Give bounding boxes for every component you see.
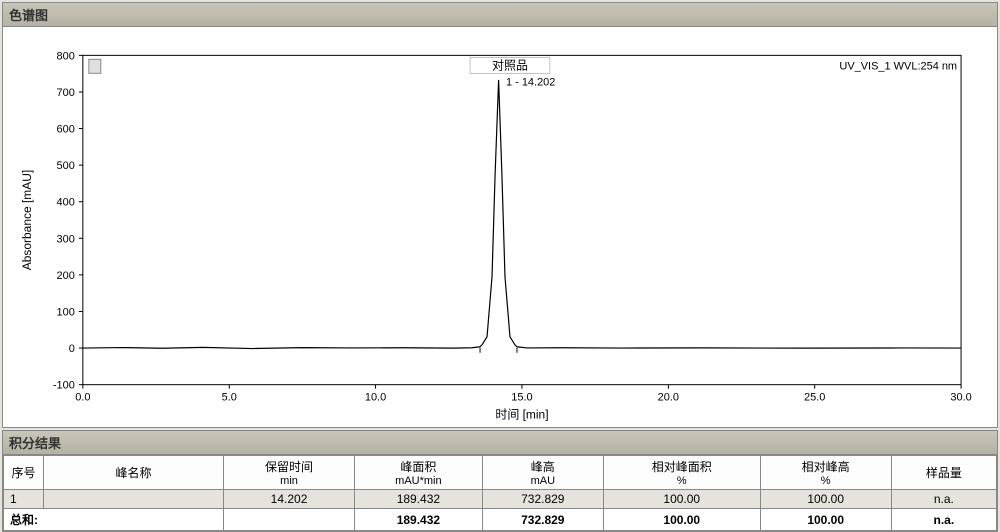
col-relarea: 相对峰面积% [603, 456, 760, 490]
cell-idx: 1 [4, 490, 44, 509]
cell-name [44, 490, 224, 509]
total-label: 总和: [4, 509, 224, 531]
results-title: 积分结果 [3, 431, 997, 455]
overlay-legend-icon [89, 59, 101, 73]
col-height: 峰高mAU [482, 456, 603, 490]
ytick-300: 300 [57, 233, 75, 245]
col-idx: 序号 [4, 456, 44, 490]
x-axis-ticks: 0.0 5.0 10.0 15.0 20.0 25.0 30.0 [75, 385, 972, 404]
ytick-400: 400 [57, 197, 75, 209]
xtick-30: 30.0 [950, 392, 971, 404]
table-total-row: 总和: 189.432 732.829 100.00 100.00 n.a. [4, 509, 997, 531]
chromatogram-panel: 色谱图 -100 0 100 200 300 [2, 2, 998, 428]
chromatogram-chart: -100 0 100 200 300 400 500 600 7 [3, 27, 997, 427]
total-relarea: 100.00 [603, 509, 760, 531]
chart-top-title: 对照品 [492, 58, 528, 72]
chromatogram-svg: -100 0 100 200 300 400 500 600 7 [3, 27, 997, 427]
xtick-10: 10.0 [365, 392, 386, 404]
results-table: 序号 峰名称 保留时间min 峰面积mAU*min 峰高mAU 相对峰面积% 相… [3, 455, 997, 531]
total-area: 189.432 [355, 509, 483, 531]
y-axis-label: Absorbance [mAU] [20, 170, 34, 270]
ytick-100: 100 [57, 307, 75, 319]
y-axis-ticks: -100 0 100 200 300 400 500 600 7 [53, 50, 83, 391]
ytick-700: 700 [57, 87, 75, 99]
col-rt: 保留时间min [224, 456, 355, 490]
peak-label-1: 1 - 14.202 [506, 76, 555, 88]
col-relheight: 相对峰高% [760, 456, 891, 490]
cell-height: 732.829 [482, 490, 603, 509]
chromatogram-title: 色谱图 [3, 3, 997, 27]
table-row[interactable]: 1 14.202 189.432 732.829 100.00 100.00 n… [4, 490, 997, 509]
total-amount: n.a. [891, 509, 996, 531]
total-height: 732.829 [482, 509, 603, 531]
ytick-n100: -100 [53, 380, 75, 392]
xtick-25: 25.0 [804, 392, 825, 404]
xtick-0: 0.0 [75, 392, 90, 404]
x-axis-label: 时间 [min] [495, 408, 548, 422]
xtick-5: 5.0 [222, 392, 237, 404]
cell-relheight: 100.00 [760, 490, 891, 509]
xtick-15: 15.0 [511, 392, 532, 404]
ytick-600: 600 [57, 123, 75, 135]
total-rt [224, 509, 355, 531]
cell-amount: n.a. [891, 490, 996, 509]
detector-label: UV_VIS_1 WVL:254 nm [839, 60, 957, 72]
table-header-row: 序号 峰名称 保留时间min 峰面积mAU*min 峰高mAU 相对峰面积% 相… [4, 456, 997, 490]
ytick-200: 200 [57, 270, 75, 282]
total-relheight: 100.00 [760, 509, 891, 531]
col-amount: 样品量 [891, 456, 996, 490]
col-name: 峰名称 [44, 456, 224, 490]
plot-border [83, 55, 961, 384]
ytick-0: 0 [69, 343, 75, 355]
ytick-800: 800 [57, 50, 75, 62]
xtick-20: 20.0 [658, 392, 679, 404]
cell-area: 189.432 [355, 490, 483, 509]
ytick-500: 500 [57, 160, 75, 172]
cell-rt: 14.202 [224, 490, 355, 509]
cell-relarea: 100.00 [603, 490, 760, 509]
col-area: 峰面积mAU*min [355, 456, 483, 490]
